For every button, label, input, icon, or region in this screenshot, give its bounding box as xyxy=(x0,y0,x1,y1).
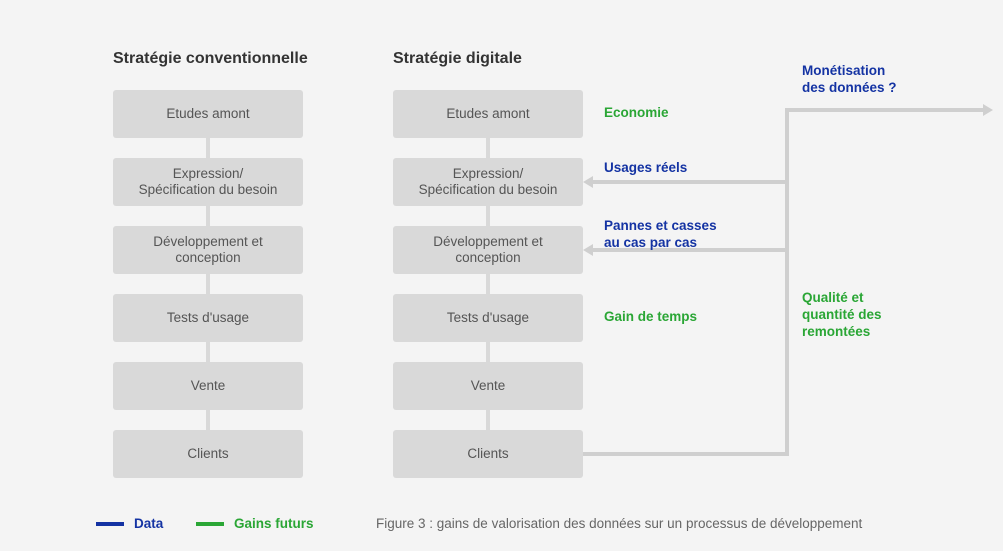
left-box-3-label: Tests d'usage xyxy=(167,310,249,326)
legend-data-label: Data xyxy=(134,516,163,531)
left-box-2: Développement et conception xyxy=(113,226,303,274)
right-box-2: Développement et conception xyxy=(393,226,583,274)
legend-gains-swatch xyxy=(196,522,224,526)
column-title-left: Stratégie conventionnelle xyxy=(113,50,308,68)
right-connector-3 xyxy=(486,342,490,362)
left-connector-0 xyxy=(206,138,210,158)
left-box-5: Clients xyxy=(113,430,303,478)
annot-qualite: Qualité et quantité des remontées xyxy=(802,290,882,341)
right-box-0: Etudes amont xyxy=(393,90,583,138)
right-box-5-label: Clients xyxy=(467,446,508,462)
feedback-bottom xyxy=(583,452,789,456)
feedback-branch-2-arrow-icon xyxy=(583,244,593,256)
legend-data-swatch xyxy=(96,522,124,526)
left-connector-3 xyxy=(206,342,210,362)
left-box-2-label: Développement et conception xyxy=(153,234,263,266)
left-box-4: Vente xyxy=(113,362,303,410)
left-connector-4 xyxy=(206,410,210,430)
right-box-3: Tests d'usage xyxy=(393,294,583,342)
right-box-0-label: Etudes amont xyxy=(446,106,529,122)
feedback-top xyxy=(785,108,985,112)
legend-gains-label: Gains futurs xyxy=(234,516,314,531)
legend-data: Data xyxy=(96,516,163,531)
left-box-0-label: Etudes amont xyxy=(166,106,249,122)
right-box-1-label: Expression/ Spécification du besoin xyxy=(419,166,558,198)
legend-gains: Gains futurs xyxy=(196,516,314,531)
left-box-1-label: Expression/ Spécification du besoin xyxy=(139,166,278,198)
right-box-5: Clients xyxy=(393,430,583,478)
feedback-top-arrow-icon xyxy=(983,104,993,116)
right-connector-4 xyxy=(486,410,490,430)
annot-economie: Economie xyxy=(604,105,669,122)
annot-pannes: Pannes et casses au cas par cas xyxy=(604,218,717,252)
annot-gain-temps: Gain de temps xyxy=(604,309,697,326)
feedback-branch-1 xyxy=(593,180,789,184)
right-connector-1 xyxy=(486,206,490,226)
right-box-4: Vente xyxy=(393,362,583,410)
left-box-1: Expression/ Spécification du besoin xyxy=(113,158,303,206)
right-box-4-label: Vente xyxy=(471,378,506,394)
left-box-5-label: Clients xyxy=(187,446,228,462)
right-box-1: Expression/ Spécification du besoin xyxy=(393,158,583,206)
annot-monetisation: Monétisation des données ? xyxy=(802,63,897,97)
left-connector-2 xyxy=(206,274,210,294)
left-box-4-label: Vente xyxy=(191,378,226,394)
right-box-3-label: Tests d'usage xyxy=(447,310,529,326)
left-connector-1 xyxy=(206,206,210,226)
right-box-2-label: Développement et conception xyxy=(433,234,543,266)
figure-caption: Figure 3 : gains de valorisation des don… xyxy=(376,516,862,531)
right-connector-2 xyxy=(486,274,490,294)
left-box-3: Tests d'usage xyxy=(113,294,303,342)
feedback-branch-1-arrow-icon xyxy=(583,176,593,188)
feedback-trunk xyxy=(785,108,789,456)
left-box-0: Etudes amont xyxy=(113,90,303,138)
column-title-right: Stratégie digitale xyxy=(393,50,522,68)
right-connector-0 xyxy=(486,138,490,158)
annot-usages: Usages réels xyxy=(604,160,687,177)
